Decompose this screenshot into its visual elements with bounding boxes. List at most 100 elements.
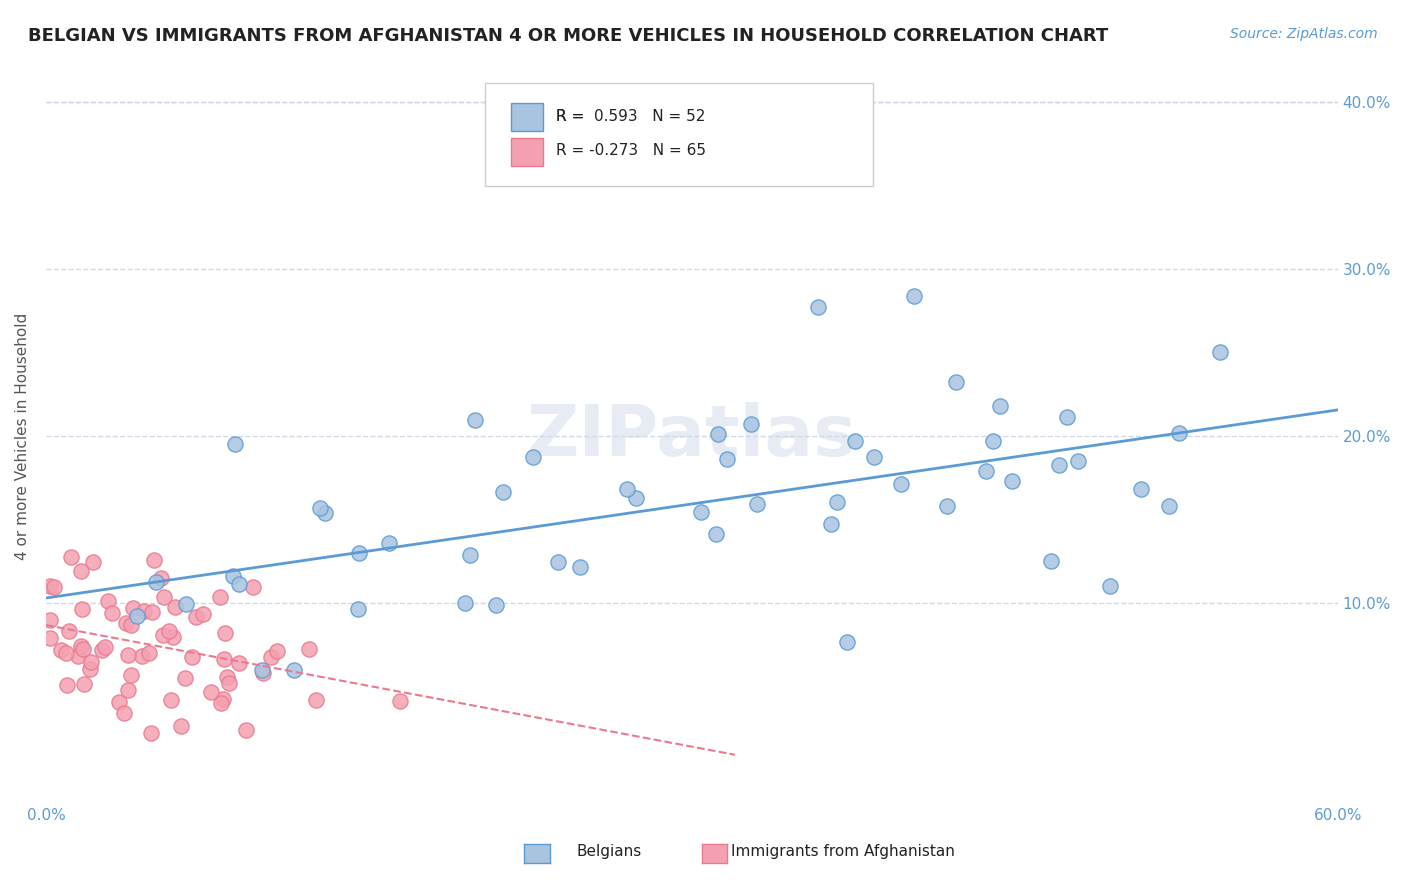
Point — [835, 635, 858, 649]
Point — [79, 662, 101, 676]
Point — [117, 648, 139, 662]
Point — [1056, 410, 1078, 425]
Point — [132, 604, 155, 618]
Point — [115, 616, 138, 631]
Point — [212, 652, 235, 666]
Point — [214, 626, 236, 640]
Point — [745, 497, 768, 511]
Point — [890, 477, 912, 491]
Point — [125, 609, 148, 624]
Point — [174, 597, 197, 611]
Point — [131, 648, 153, 663]
Point — [97, 594, 120, 608]
Point — [377, 536, 399, 550]
FancyBboxPatch shape — [485, 83, 873, 186]
Point — [211, 692, 233, 706]
Point — [1098, 579, 1121, 593]
Point — [152, 628, 174, 642]
Point — [1001, 474, 1024, 488]
Point — [80, 655, 103, 669]
Point — [72, 677, 94, 691]
Point — [266, 643, 288, 657]
Point — [215, 670, 238, 684]
Point — [100, 606, 122, 620]
Point — [67, 649, 90, 664]
Point — [141, 605, 163, 619]
Point — [39, 579, 62, 593]
Point — [180, 650, 202, 665]
Point — [149, 571, 172, 585]
Point — [142, 552, 165, 566]
Point — [117, 683, 139, 698]
Point — [1129, 483, 1152, 497]
Point — [464, 413, 486, 427]
Point — [153, 590, 176, 604]
Point — [91, 643, 114, 657]
Point — [389, 694, 412, 708]
Point — [70, 602, 93, 616]
Point — [82, 555, 104, 569]
Point — [39, 632, 62, 646]
Point — [145, 574, 167, 589]
Point — [740, 417, 762, 431]
Point — [58, 624, 80, 638]
Point — [56, 678, 79, 692]
Point — [235, 723, 257, 737]
Point — [159, 693, 181, 707]
Point — [936, 500, 959, 514]
Point — [283, 663, 305, 677]
Point — [716, 452, 738, 467]
Point — [568, 559, 591, 574]
Point — [209, 590, 232, 604]
Point — [169, 719, 191, 733]
Point — [252, 665, 274, 680]
Point — [200, 685, 222, 699]
Point — [1157, 499, 1180, 513]
Point — [120, 668, 142, 682]
Point — [191, 607, 214, 622]
Point — [209, 696, 232, 710]
Point — [1168, 425, 1191, 440]
Point — [138, 646, 160, 660]
Point — [706, 426, 728, 441]
Point — [945, 375, 967, 389]
Point — [689, 505, 711, 519]
Text: R =: R = — [557, 109, 595, 124]
Text: Immigrants from Afghanistan: Immigrants from Afghanistan — [731, 845, 955, 859]
Point — [165, 600, 187, 615]
Point — [454, 595, 477, 609]
Y-axis label: 4 or more Vehicles in Household: 4 or more Vehicles in Household — [15, 312, 30, 559]
Point — [224, 437, 246, 451]
Point — [184, 609, 207, 624]
Text: ZIPatlas: ZIPatlas — [527, 401, 856, 471]
FancyBboxPatch shape — [510, 137, 543, 166]
Point — [139, 726, 162, 740]
Point — [250, 663, 273, 677]
Point — [120, 618, 142, 632]
Point — [347, 546, 370, 560]
Point — [903, 289, 925, 303]
Point — [112, 706, 135, 720]
Text: Source: ZipAtlas.com: Source: ZipAtlas.com — [1230, 27, 1378, 41]
Point — [309, 501, 332, 516]
Point — [492, 484, 515, 499]
Point — [39, 613, 62, 627]
Text: R =  0.593   N = 52: R = 0.593 N = 52 — [557, 109, 706, 124]
Point — [616, 482, 638, 496]
Point — [162, 631, 184, 645]
Point — [222, 569, 245, 583]
Point — [485, 598, 508, 612]
Point — [863, 450, 886, 464]
Point — [347, 602, 370, 616]
Point — [44, 581, 66, 595]
Point — [825, 495, 848, 509]
Point — [1047, 458, 1070, 472]
Point — [807, 300, 830, 314]
Text: R = -0.273   N = 65: R = -0.273 N = 65 — [557, 144, 706, 159]
Point — [108, 695, 131, 709]
Point — [174, 671, 197, 685]
Point — [305, 692, 328, 706]
Text: Belgians: Belgians — [576, 845, 641, 859]
Point — [458, 548, 481, 562]
Point — [988, 399, 1011, 413]
